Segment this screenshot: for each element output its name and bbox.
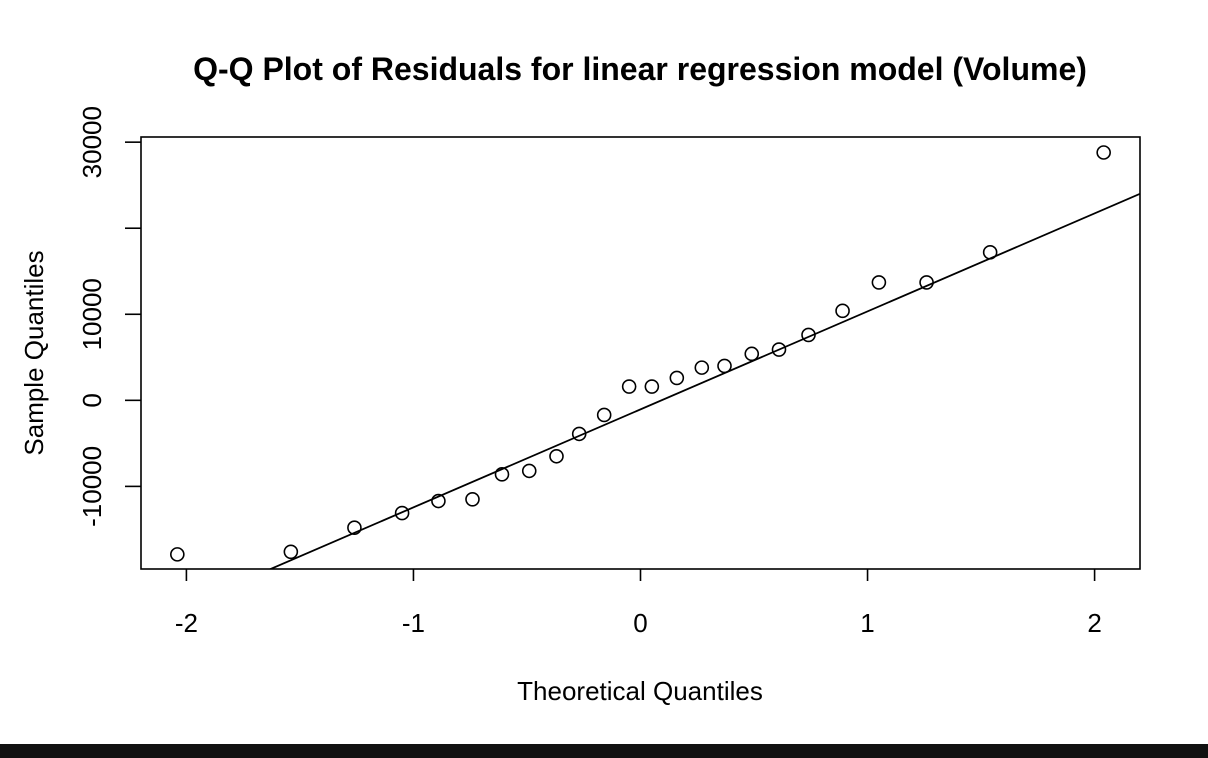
data-point: [621, 379, 637, 394]
data-point: [771, 342, 787, 357]
x-axis-label: Theoretical Quantiles: [517, 676, 763, 706]
y-tick-label: 10000: [77, 278, 107, 350]
data-point: [1096, 145, 1111, 160]
x-tick-label: -2: [175, 608, 198, 638]
data-point: [571, 426, 587, 442]
data-point: [744, 346, 760, 362]
data-point: [835, 303, 850, 319]
data-point: [347, 520, 362, 535]
data-point: [669, 370, 685, 386]
data-point: [521, 463, 537, 479]
data-point: [982, 245, 998, 260]
y-tick-label: -10000: [77, 446, 107, 527]
x-tick-label: 0: [633, 608, 647, 638]
x-tick-label: 1: [860, 608, 874, 638]
data-point: [549, 448, 564, 464]
y-tick-label: 0: [77, 393, 107, 407]
y-tick-label: 30000: [77, 106, 107, 178]
y-axis-label: Sample Quantiles: [19, 250, 49, 455]
data-point: [494, 467, 510, 482]
data-point: [717, 358, 732, 374]
data-point: [596, 407, 612, 423]
data-point: [431, 493, 446, 509]
x-tick-label: 2: [1087, 608, 1101, 638]
data-point: [465, 491, 480, 507]
data-point: [283, 544, 299, 560]
chart-title: Q-Q Plot of Residuals for linear regress…: [193, 51, 1087, 87]
data-point: [170, 547, 185, 562]
data-point: [394, 505, 410, 521]
data-point: [644, 379, 660, 394]
qq-reference-line: [268, 192, 1140, 569]
bottom-band: [0, 744, 1208, 758]
plot-area: -2 -1 0 1 2 -10000 0 10000 30000: [77, 106, 1141, 638]
data-point: [919, 275, 934, 290]
plot-frame: [140, 136, 1141, 570]
data-point: [871, 275, 887, 290]
data-point: [801, 327, 816, 343]
x-tick-label: -1: [402, 608, 425, 638]
data-point: [694, 360, 710, 375]
